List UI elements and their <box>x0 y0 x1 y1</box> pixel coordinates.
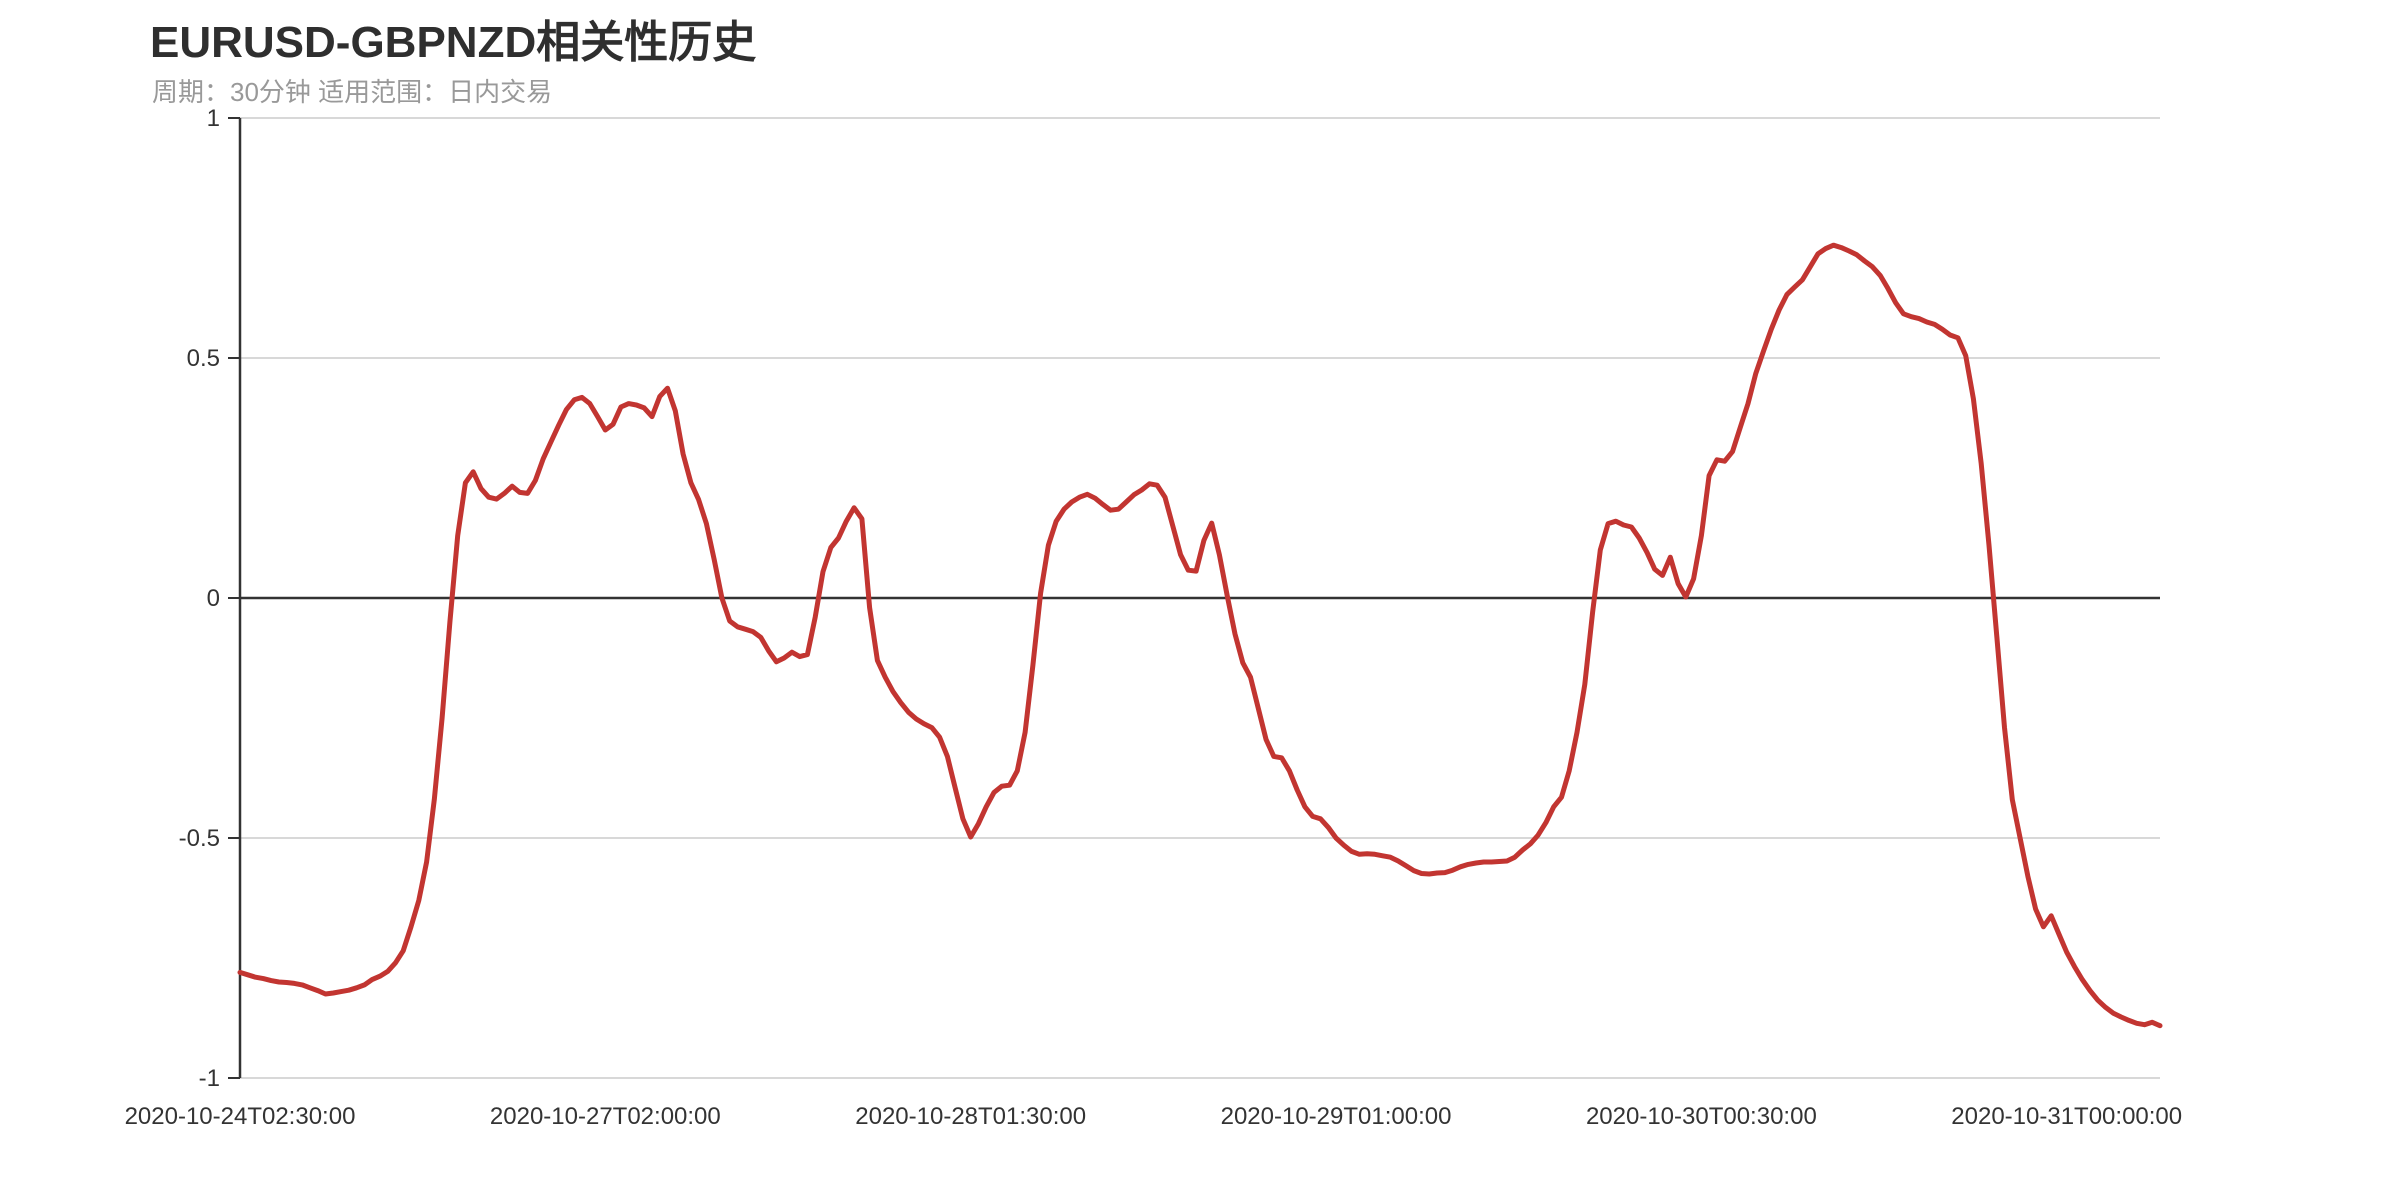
chart-title: EURUSD-GBPNZD相关性历史 <box>150 18 757 67</box>
x-axis-label: 2020-10-31T00:00:00 <box>1951 1103 2182 1130</box>
x-axis-label: 2020-10-27T02:00:00 <box>490 1103 721 1130</box>
y-axis-label: 0 <box>207 585 220 612</box>
y-axis-label: 0.5 <box>187 345 220 372</box>
y-axis-label: -1 <box>199 1065 220 1092</box>
x-axis-label: 2020-10-30T00:30:00 <box>1586 1103 1817 1130</box>
x-axis-label: 2020-10-24T02:30:00 <box>125 1103 356 1130</box>
correlation-series-line <box>237 242 2163 1029</box>
y-axis-label: 1 <box>207 105 220 132</box>
x-axis-label: 2020-10-29T01:00:00 <box>1221 1103 1452 1130</box>
y-axis-label: -0.5 <box>179 825 220 852</box>
chart-subtitle: 周期：30分钟 适用范围：日内交易 <box>152 77 553 107</box>
x-axis-label: 2020-10-28T01:30:00 <box>855 1103 1086 1130</box>
